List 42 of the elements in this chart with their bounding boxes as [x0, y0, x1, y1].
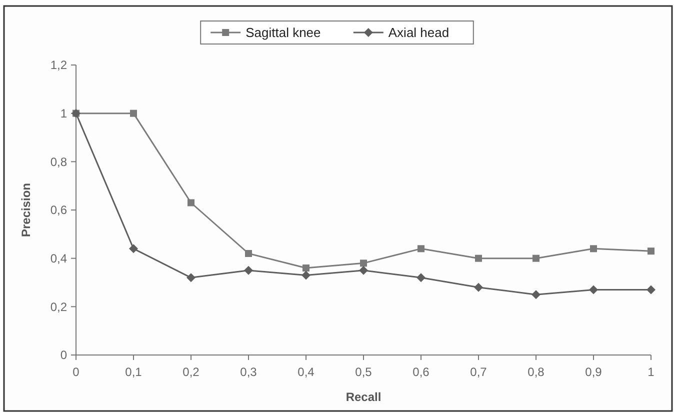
x-tick-label: 0,4	[298, 365, 315, 379]
y-tick-label: 0,4	[50, 252, 68, 266]
x-tick-label: 1	[648, 365, 655, 379]
point	[359, 266, 368, 275]
y-tick-label: 1,2	[50, 58, 68, 72]
point	[188, 199, 194, 206]
point	[360, 260, 367, 267]
point	[129, 244, 138, 254]
y-tick-label: 0,8	[50, 154, 68, 169]
point	[532, 290, 540, 300]
x-axis-title: Recall	[346, 390, 382, 404]
point	[244, 266, 253, 275]
x-tick-label: 0,9	[585, 365, 602, 379]
point	[302, 264, 310, 272]
y-axis-title: Precision	[19, 182, 33, 238]
legend-label: Sagittal knee	[246, 25, 321, 40]
x-tick-label: 0,8	[528, 365, 545, 379]
x-tick-label: 0	[72, 365, 80, 379]
point	[302, 270, 310, 280]
x-tick-label: 0,2	[182, 365, 200, 379]
point	[475, 254, 482, 262]
point	[648, 248, 654, 255]
x-tick-label: 0,1	[125, 365, 142, 379]
point	[130, 110, 137, 117]
point	[418, 245, 424, 252]
point	[474, 282, 483, 292]
point	[532, 254, 540, 262]
legend-label: Axial head	[388, 25, 450, 40]
point	[186, 273, 196, 282]
x-tick-label: 0,7	[470, 365, 488, 379]
y-tick-label: 0	[60, 348, 68, 362]
point	[245, 250, 252, 257]
y-tick-label: 0,6	[50, 203, 68, 218]
point	[416, 273, 426, 282]
x-tick-label: 0,5	[355, 365, 372, 379]
y-tick-label: 0,2	[50, 300, 68, 314]
point	[590, 245, 597, 252]
point	[646, 285, 656, 294]
y-tick-label: 1	[60, 106, 68, 121]
x-tick-label: 0,3	[240, 365, 258, 379]
x-tick-label: 0,6	[412, 365, 430, 379]
point	[589, 285, 598, 294]
